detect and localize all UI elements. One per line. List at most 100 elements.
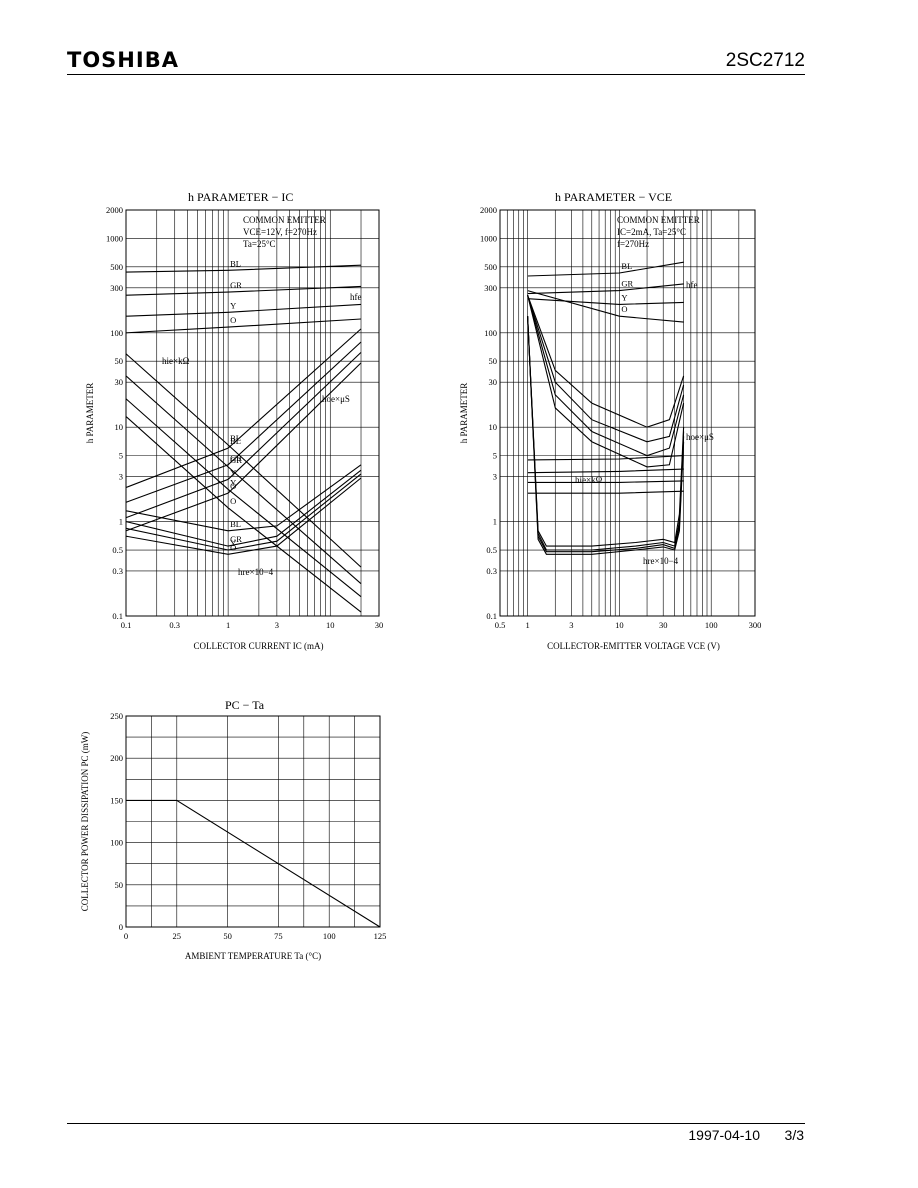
series-label: Y [230, 467, 236, 477]
chart3-title: PC − Ta [225, 698, 265, 712]
y-tick-label: 50 [489, 356, 498, 366]
series-line [125, 469, 362, 547]
footer-page: 3/3 [784, 1127, 804, 1143]
y-tick-label: 50 [115, 356, 124, 366]
series-line [125, 303, 362, 317]
traced-curve [527, 295, 685, 428]
traced-curve [527, 468, 684, 474]
series-label: O [230, 542, 236, 552]
chart2-frame [499, 209, 756, 617]
y-tick-label: 0 [119, 922, 123, 932]
condition-text: f=270Hz [617, 239, 649, 249]
series-label: GR [230, 453, 242, 463]
x-tick-label: 1 [526, 620, 530, 630]
series-label: Y [230, 477, 236, 487]
y-tick-label: 50 [115, 880, 124, 890]
annotation-hfe: hfe [350, 292, 362, 302]
y-tick-label: 300 [110, 283, 123, 293]
y-tick-label: 0.3 [112, 566, 123, 576]
y-tick-label: 10 [115, 422, 124, 432]
annotation-hfe: hfe [686, 280, 698, 290]
annotation-hoe: hoe×μS [686, 432, 714, 442]
series-line [125, 477, 362, 555]
condition-text: Ta=25°C [243, 239, 276, 249]
x-axis-label: COLLECTOR-EMITTER VOLTAGE VCE (V) [547, 641, 720, 651]
traced-curve [527, 490, 684, 494]
series-line [125, 341, 362, 503]
y-tick-label: 500 [484, 262, 497, 272]
x-tick-label: 0.5 [495, 620, 506, 630]
traced-curve [527, 455, 684, 461]
series-label: GR [230, 534, 242, 544]
chart2-title: h PARAMETER − VCE [555, 190, 673, 204]
x-tick-label: 3 [275, 620, 279, 630]
y-tick-label: 100 [110, 838, 123, 848]
series-line [125, 473, 362, 551]
traced-curve [527, 316, 685, 547]
footer-date: 1997-04-10 [688, 1127, 760, 1143]
series-line [125, 328, 362, 489]
series-line [527, 298, 684, 305]
series-label: BL [230, 258, 241, 268]
y-axis-label: h PARAMETER [85, 383, 95, 443]
y-tick-label: 2000 [106, 205, 123, 215]
y-tick-label: 1000 [480, 233, 497, 243]
y-tick-label: 200 [110, 753, 123, 763]
y-axis-label: COLLECTOR POWER DISSIPATION PC (mW) [80, 732, 90, 912]
series-label: BL [230, 433, 241, 443]
annotation-hie: hie×kΩ [575, 475, 603, 485]
traced-curve [527, 295, 685, 457]
y-tick-label: 3 [119, 472, 123, 482]
series-line [125, 353, 362, 568]
x-tick-label: 0.1 [121, 620, 132, 630]
annotation-hre: hre×10−4 [643, 556, 679, 566]
series-line [527, 290, 684, 323]
chart1-title: h PARAMETER − IC [188, 190, 294, 204]
series-label: O [230, 315, 236, 325]
traced-curve [527, 316, 685, 551]
series-line [125, 318, 362, 334]
x-tick-label: 30 [659, 620, 668, 630]
y-tick-label: 5 [493, 451, 497, 461]
traced-curve [527, 295, 685, 443]
condition-text: VCE=12V, f=270Hz [243, 227, 317, 237]
series-label: Y [621, 292, 627, 302]
chart1-frame [125, 209, 380, 617]
series-label: GR [230, 280, 242, 290]
series-label: O [621, 304, 627, 314]
y-tick-label: 3 [493, 472, 497, 482]
x-tick-label: 50 [223, 931, 232, 941]
y-tick-label: 0.5 [486, 545, 497, 555]
x-tick-label: 10 [326, 620, 335, 630]
y-tick-label: 100 [110, 328, 123, 338]
series-label: BL [230, 519, 241, 529]
footer-rule [67, 1123, 805, 1124]
x-tick-label: 3 [569, 620, 573, 630]
series-line [125, 416, 362, 613]
series-line [125, 264, 362, 273]
y-tick-label: 1 [493, 517, 497, 527]
condition-text: COMMON EMITTER [243, 215, 326, 225]
x-tick-label: 0 [124, 931, 128, 941]
y-tick-label: 1000 [106, 233, 123, 243]
series-label: Y [230, 300, 236, 310]
x-tick-label: 1 [226, 620, 230, 630]
y-tick-label: 1 [119, 517, 123, 527]
part-number: 2SC2712 [725, 50, 805, 71]
y-tick-label: 30 [115, 377, 124, 387]
pc-derating-line [126, 799, 381, 928]
y-tick-label: 500 [110, 262, 123, 272]
series-line [125, 464, 362, 532]
series-label: GR [621, 279, 633, 289]
x-tick-label: 10 [615, 620, 624, 630]
series-label: O [230, 481, 236, 491]
condition-text: COMMON EMITTER [617, 215, 700, 225]
traced-curve [527, 480, 684, 483]
series-line [125, 362, 362, 532]
annotation-hre: hre×10−4 [238, 567, 274, 577]
x-tick-label: 100 [705, 620, 718, 630]
y-tick-label: 2000 [480, 205, 497, 215]
condition-text: IC=2mA, Ta=25°C [617, 227, 686, 237]
x-tick-label: 30 [375, 620, 384, 630]
annotation-hoe: hoe×μS [322, 394, 350, 404]
